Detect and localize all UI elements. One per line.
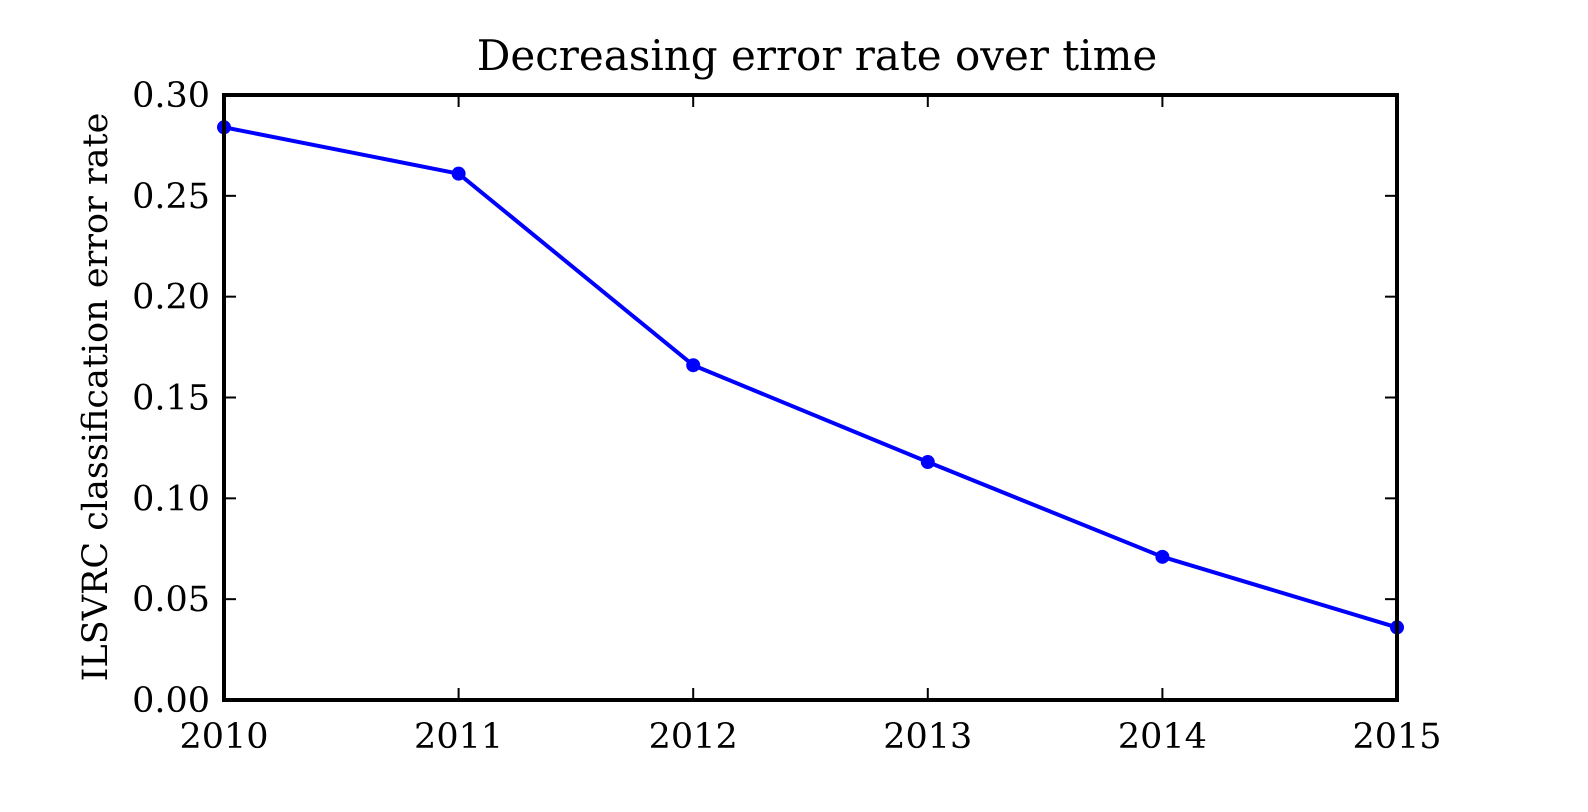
chart-title: Decreasing error rate over time	[477, 31, 1158, 80]
x-tick-label: 2013	[883, 717, 972, 757]
data-point	[451, 166, 466, 181]
x-tick-label: 2011	[414, 717, 503, 757]
y-tick-label: 0.30	[132, 76, 210, 116]
y-tick-label: 0.20	[132, 278, 210, 318]
y-tick-label: 0.05	[132, 580, 210, 620]
x-tick-label: 2014	[1118, 717, 1207, 757]
data-point	[1155, 549, 1170, 564]
x-tick-label: 2012	[649, 717, 738, 757]
y-axis-ticks: 0.00 0.05 0.10 0.15 0.20 0.25 0.30	[132, 76, 1397, 721]
y-tick-label: 0.00	[132, 681, 210, 721]
x-axis-ticks: 2010 2011 2012 2013 2014 2015	[179, 95, 1442, 757]
y-tick-label: 0.25	[132, 177, 210, 217]
data-point	[686, 358, 701, 373]
x-tick-label: 2015	[1352, 717, 1441, 757]
plot-frame	[222, 93, 1399, 702]
y-tick-label: 0.15	[132, 379, 210, 419]
series-layer	[217, 120, 1404, 635]
data-point	[920, 455, 935, 470]
series-line	[223, 125, 1398, 630]
y-tick-label: 0.10	[132, 479, 210, 519]
y-axis-label: ILSVRC classification error rate	[76, 113, 116, 682]
x-tick-label: 2010	[179, 717, 268, 757]
